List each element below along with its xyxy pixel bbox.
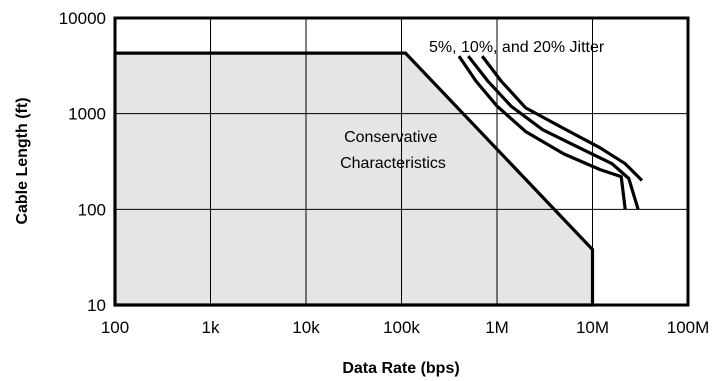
x-tick-label: 10k [292, 318, 320, 337]
region-label-line-2: Characteristics [340, 155, 446, 172]
x-tick-label: 10M [576, 318, 609, 337]
region-label: Conservative Characteristics [340, 129, 446, 172]
region-label-line-1: Conservative [344, 129, 437, 146]
x-tick-labels: 100 1k 10k 100k 1M 10M 100M [101, 318, 709, 337]
x-tick-label: 100 [101, 318, 129, 337]
jitter-curve-1 [457, 55, 627, 210]
conservative-region-layer [113, 51, 595, 307]
y-tick-label: 10 [87, 296, 106, 315]
x-tick-label: 1M [485, 318, 509, 337]
x-axis-title: Data Rate (bps) [342, 360, 459, 377]
conservative-region [113, 51, 595, 307]
jitter-curves-layer [457, 55, 644, 210]
jitter-curve-3 [480, 55, 644, 182]
x-tick-label: 100k [383, 318, 420, 337]
plot-frame [113, 16, 690, 307]
x-tick-label: 100M [667, 318, 710, 337]
x-tick-label: 1k [202, 318, 220, 337]
y-tick-label: 10000 [59, 9, 106, 28]
y-tick-labels: 10 100 1000 10000 [59, 9, 106, 315]
grid-layer [115, 18, 688, 305]
y-tick-label: 1000 [68, 105, 106, 124]
y-tick-label: 100 [78, 200, 106, 219]
jitter-annotation: 5%, 10%, and 20% Jitter [429, 39, 605, 56]
y-axis-title: Cable Length (ft) [14, 97, 31, 224]
jitter-curve-2 [467, 55, 640, 210]
